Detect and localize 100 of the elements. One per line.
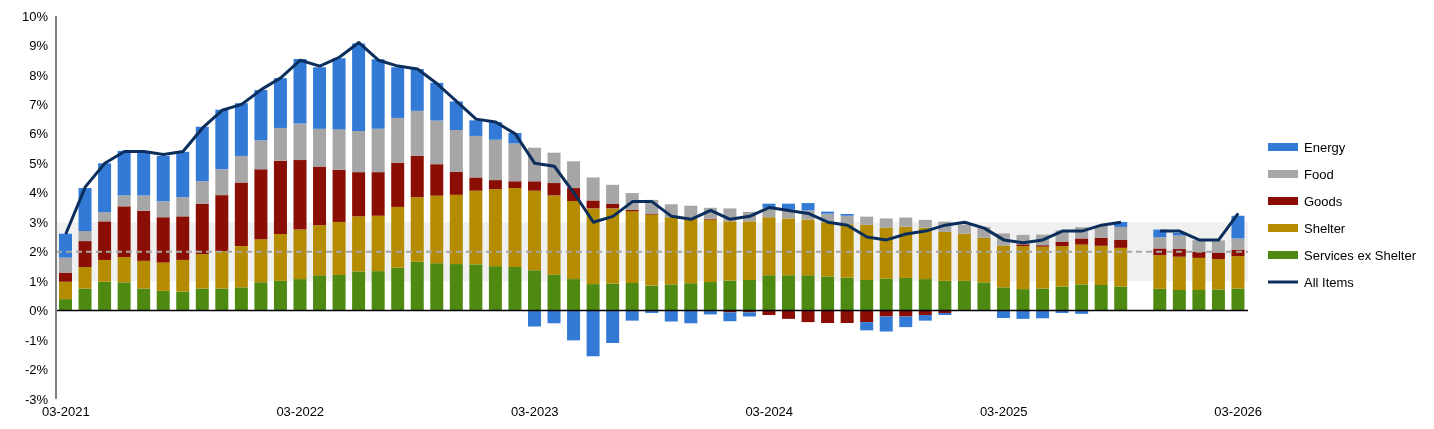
legend-label: Energy [1304,139,1346,155]
bar [567,161,581,189]
bar [391,67,405,118]
bar [488,266,502,311]
bar [410,197,424,262]
x-tick-label: 03-2025 [979,404,1028,420]
bar [645,285,659,311]
x-tick-label: 03-2023 [510,404,559,420]
bar [1231,256,1245,289]
bar [957,233,971,281]
bar [508,143,522,182]
bar [996,245,1010,288]
bar [273,78,287,128]
bar [801,310,815,323]
bar [527,310,541,327]
bar [625,282,639,311]
bar [1016,289,1030,311]
bar [1172,256,1186,290]
bar [899,310,913,317]
bar [1055,246,1069,287]
bar [899,316,913,328]
bar [684,310,698,324]
bar [742,312,756,317]
bar [918,310,932,316]
bar [78,231,92,242]
bar [78,267,92,289]
bar [254,169,268,240]
bar [78,241,92,268]
bar [332,221,346,275]
bar [762,310,776,316]
bar [918,219,932,228]
bar [371,271,385,311]
bar [117,195,131,207]
bar [410,155,424,198]
bar [782,275,796,311]
bar [371,215,385,272]
bar [117,206,131,257]
bar [449,130,463,172]
bar [996,287,1010,311]
bar [137,260,151,289]
bar [879,316,893,332]
bar [703,282,717,311]
bar [1055,241,1069,247]
bar [1036,288,1050,311]
bar [137,210,151,261]
bar [684,283,698,311]
bar [1172,289,1186,311]
bar [762,217,776,276]
bar [1016,246,1030,290]
bar [234,182,248,247]
bar [645,214,659,286]
bar [137,288,151,311]
bar [313,67,327,129]
bar [508,188,522,268]
bar [1211,259,1225,290]
bar [254,282,268,311]
bar [469,190,483,265]
bar [215,109,229,170]
y-tick-label: 8% [29,67,49,83]
bar [215,288,229,311]
bar [527,270,541,311]
legend-label: All Items [1304,274,1354,290]
bar [1036,310,1050,319]
bar [59,272,72,282]
x-tick-label: 03-2022 [276,404,325,420]
y-tick-label: 3% [29,214,49,230]
bar [430,263,444,311]
bar [332,58,346,130]
y-tick-label: -2% [24,362,49,378]
bar [98,221,112,260]
bar [78,288,92,311]
bar [684,218,698,284]
legend-label: Shelter [1304,220,1346,236]
bar [723,280,737,311]
bar [117,282,131,311]
bar [860,310,874,323]
bar [488,180,502,190]
bar [391,267,405,311]
bar [957,224,971,234]
bar [821,310,835,323]
bar [762,275,776,311]
bar [352,271,366,311]
bar [1211,252,1225,260]
bar [957,280,971,311]
bar [410,69,424,111]
bar [1114,226,1128,240]
bar [98,281,112,311]
bar [293,123,307,161]
bar [1192,257,1206,290]
bar [1094,284,1108,311]
bar [1094,245,1108,285]
bar [547,310,561,324]
bar [352,216,366,272]
bar [586,200,600,209]
bar [332,169,346,222]
bar [879,310,893,317]
bar [254,89,268,141]
bar [1094,237,1108,246]
bar [977,282,991,311]
bar [156,262,170,291]
